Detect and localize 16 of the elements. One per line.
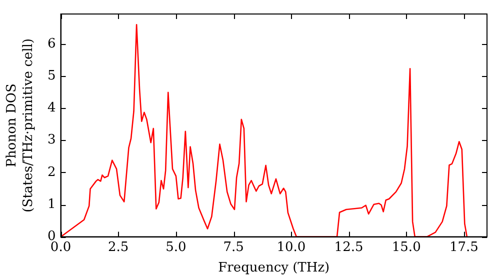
y-tick-label: 5 bbox=[47, 68, 56, 84]
y-tick-label: 4 bbox=[47, 100, 56, 116]
y-tick-label: 6 bbox=[47, 36, 56, 52]
y-tick-label: 2 bbox=[47, 164, 56, 180]
y-axis-title: Phonon DOS (States/THz·primitive cell) bbox=[4, 38, 36, 212]
y-tick-label: 1 bbox=[47, 197, 56, 212]
x-tick-label: 15.0 bbox=[392, 240, 421, 255]
y-tick-label: 3 bbox=[47, 132, 56, 148]
x-tick-label: 2.5 bbox=[108, 240, 129, 255]
x-tick-label: 10.0 bbox=[276, 240, 306, 255]
x-tick-label: 7.5 bbox=[223, 240, 244, 255]
x-axis-title: Frequency (THz) bbox=[218, 260, 330, 276]
x-tick-label: 0.0 bbox=[50, 240, 72, 255]
x-tick-label: 12.5 bbox=[334, 240, 364, 255]
x-tick-label: 17.5 bbox=[449, 240, 478, 255]
x-tick-label: 5.0 bbox=[166, 240, 186, 255]
